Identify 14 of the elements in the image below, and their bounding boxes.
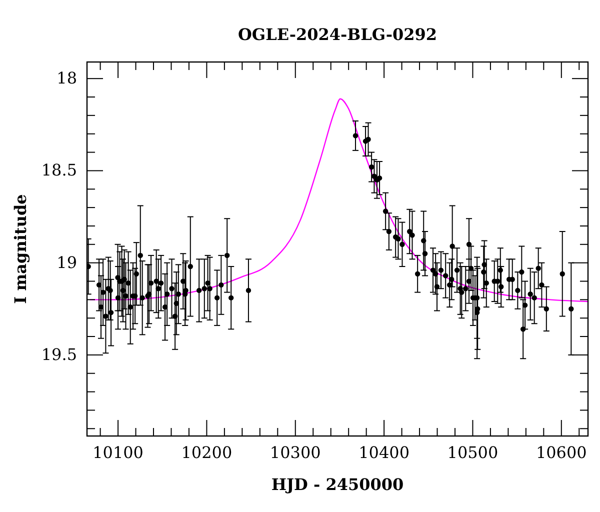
x-tick-label: 10100 [92,443,144,462]
x-axis-title: HJD - 2450000 [271,475,404,494]
y-tick-label: 19 [56,252,77,272]
x-tick-label: 10400 [358,443,410,462]
line-series [89,98,588,302]
x-tick-label: 10200 [181,443,232,462]
x-tick-label: 10600 [536,443,587,462]
y-axis-title: I magnitude [11,194,30,304]
x-tick-label: 10500 [447,443,498,462]
x-tick-label: 10300 [270,443,321,462]
y-tick-label: 19.5 [41,344,77,364]
y-tick-label: 18 [56,68,77,88]
y-tick-label: 18.5 [41,160,77,180]
chart-title: OGLE-2024-BLG-0292 [238,25,438,44]
